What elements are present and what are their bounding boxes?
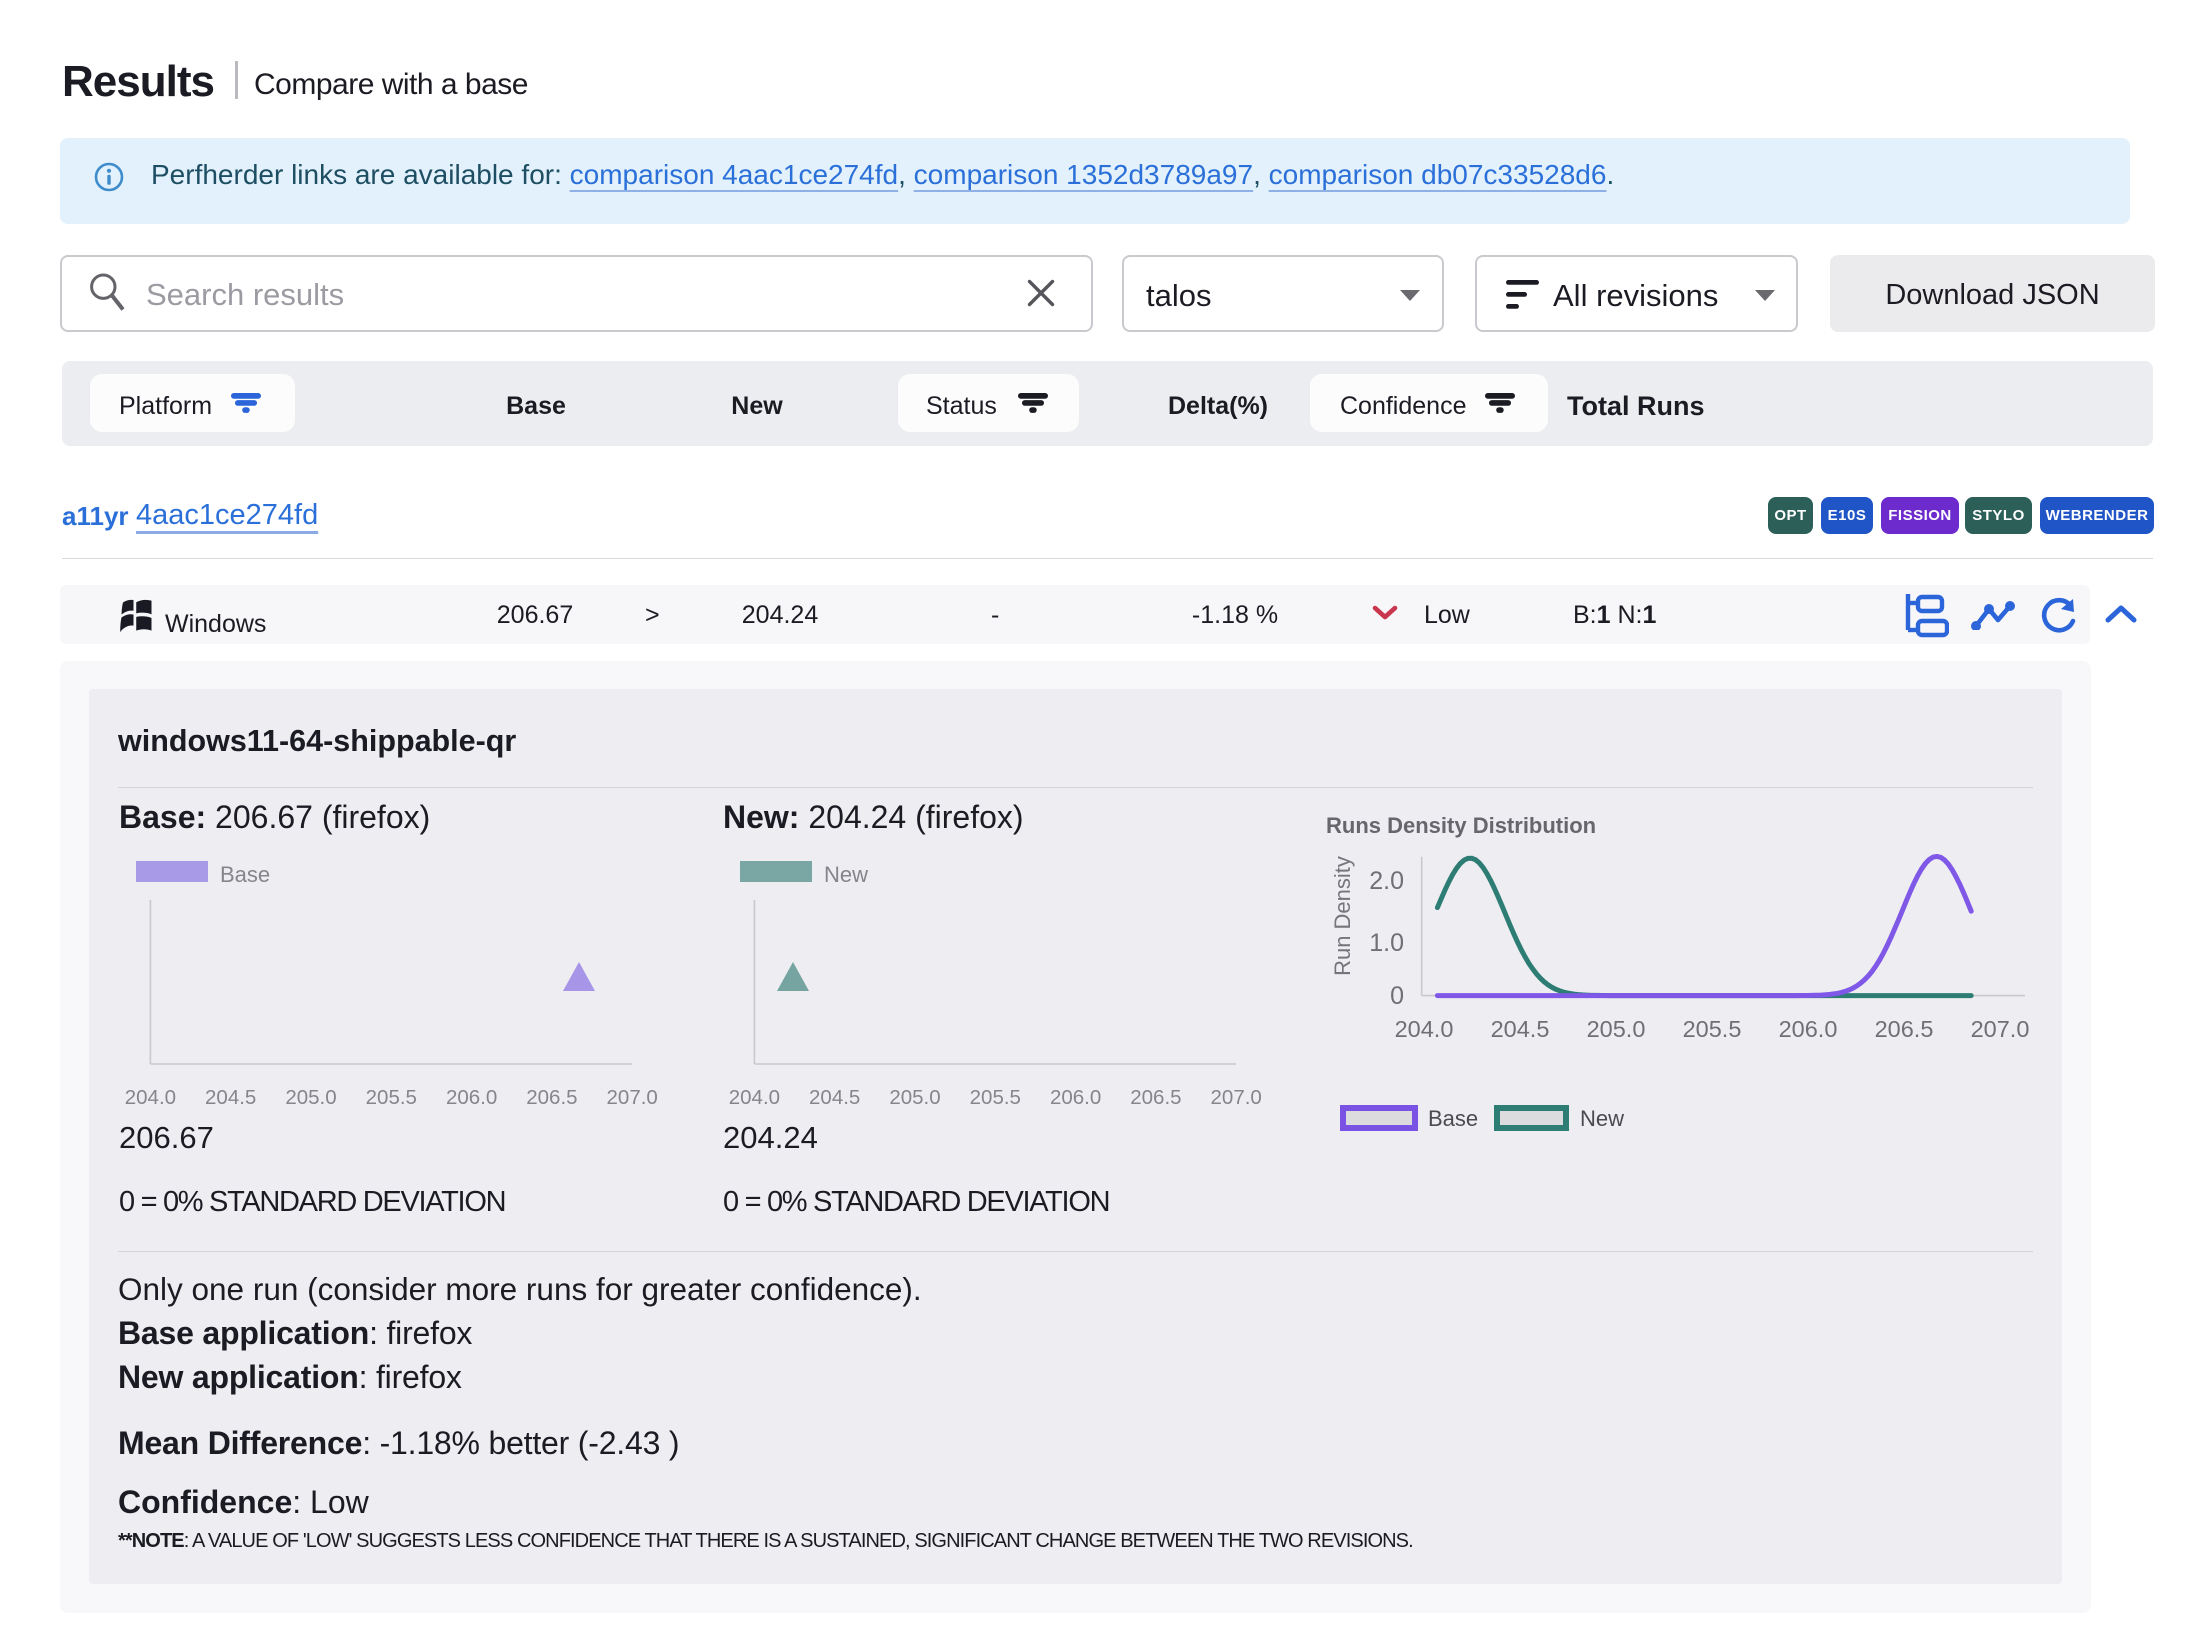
svg-text:2.0: 2.0	[1369, 867, 1404, 895]
svg-text:205.0: 205.0	[889, 1086, 940, 1109]
svg-text:204.5: 204.5	[1491, 1016, 1550, 1042]
svg-text:204.0: 204.0	[1395, 1016, 1454, 1042]
svg-text:206.0: 206.0	[1779, 1016, 1838, 1042]
svg-text:207.0: 207.0	[1211, 1086, 1262, 1109]
svg-text:0: 0	[1390, 982, 1404, 1010]
svg-text:206.0: 206.0	[446, 1086, 497, 1109]
svg-text:204.0: 204.0	[729, 1086, 780, 1109]
svg-text:205.5: 205.5	[970, 1086, 1021, 1109]
svg-text:Run Density: Run Density	[1330, 856, 1355, 976]
svg-text:205.5: 205.5	[1683, 1016, 1742, 1042]
svg-text:205.5: 205.5	[366, 1086, 417, 1109]
svg-text:206.5: 206.5	[1875, 1016, 1934, 1042]
svg-text:1.0: 1.0	[1369, 929, 1404, 957]
svg-text:206.0: 206.0	[1050, 1086, 1101, 1109]
svg-text:207.0: 207.0	[1971, 1016, 2030, 1042]
svg-text:207.0: 207.0	[607, 1086, 658, 1109]
svg-text:206.5: 206.5	[1130, 1086, 1181, 1109]
svg-text:204.0: 204.0	[125, 1086, 176, 1109]
svg-text:206.5: 206.5	[526, 1086, 577, 1109]
svg-text:205.0: 205.0	[285, 1086, 336, 1109]
svg-text:204.5: 204.5	[205, 1086, 256, 1109]
svg-text:205.0: 205.0	[1587, 1016, 1646, 1042]
svg-text:204.5: 204.5	[809, 1086, 860, 1109]
